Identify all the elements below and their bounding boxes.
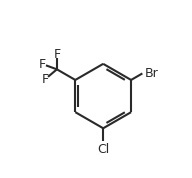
Text: F: F — [42, 73, 49, 86]
Text: Br: Br — [145, 67, 158, 80]
Text: F: F — [39, 58, 46, 71]
Text: Cl: Cl — [97, 143, 109, 156]
Text: F: F — [53, 48, 60, 61]
